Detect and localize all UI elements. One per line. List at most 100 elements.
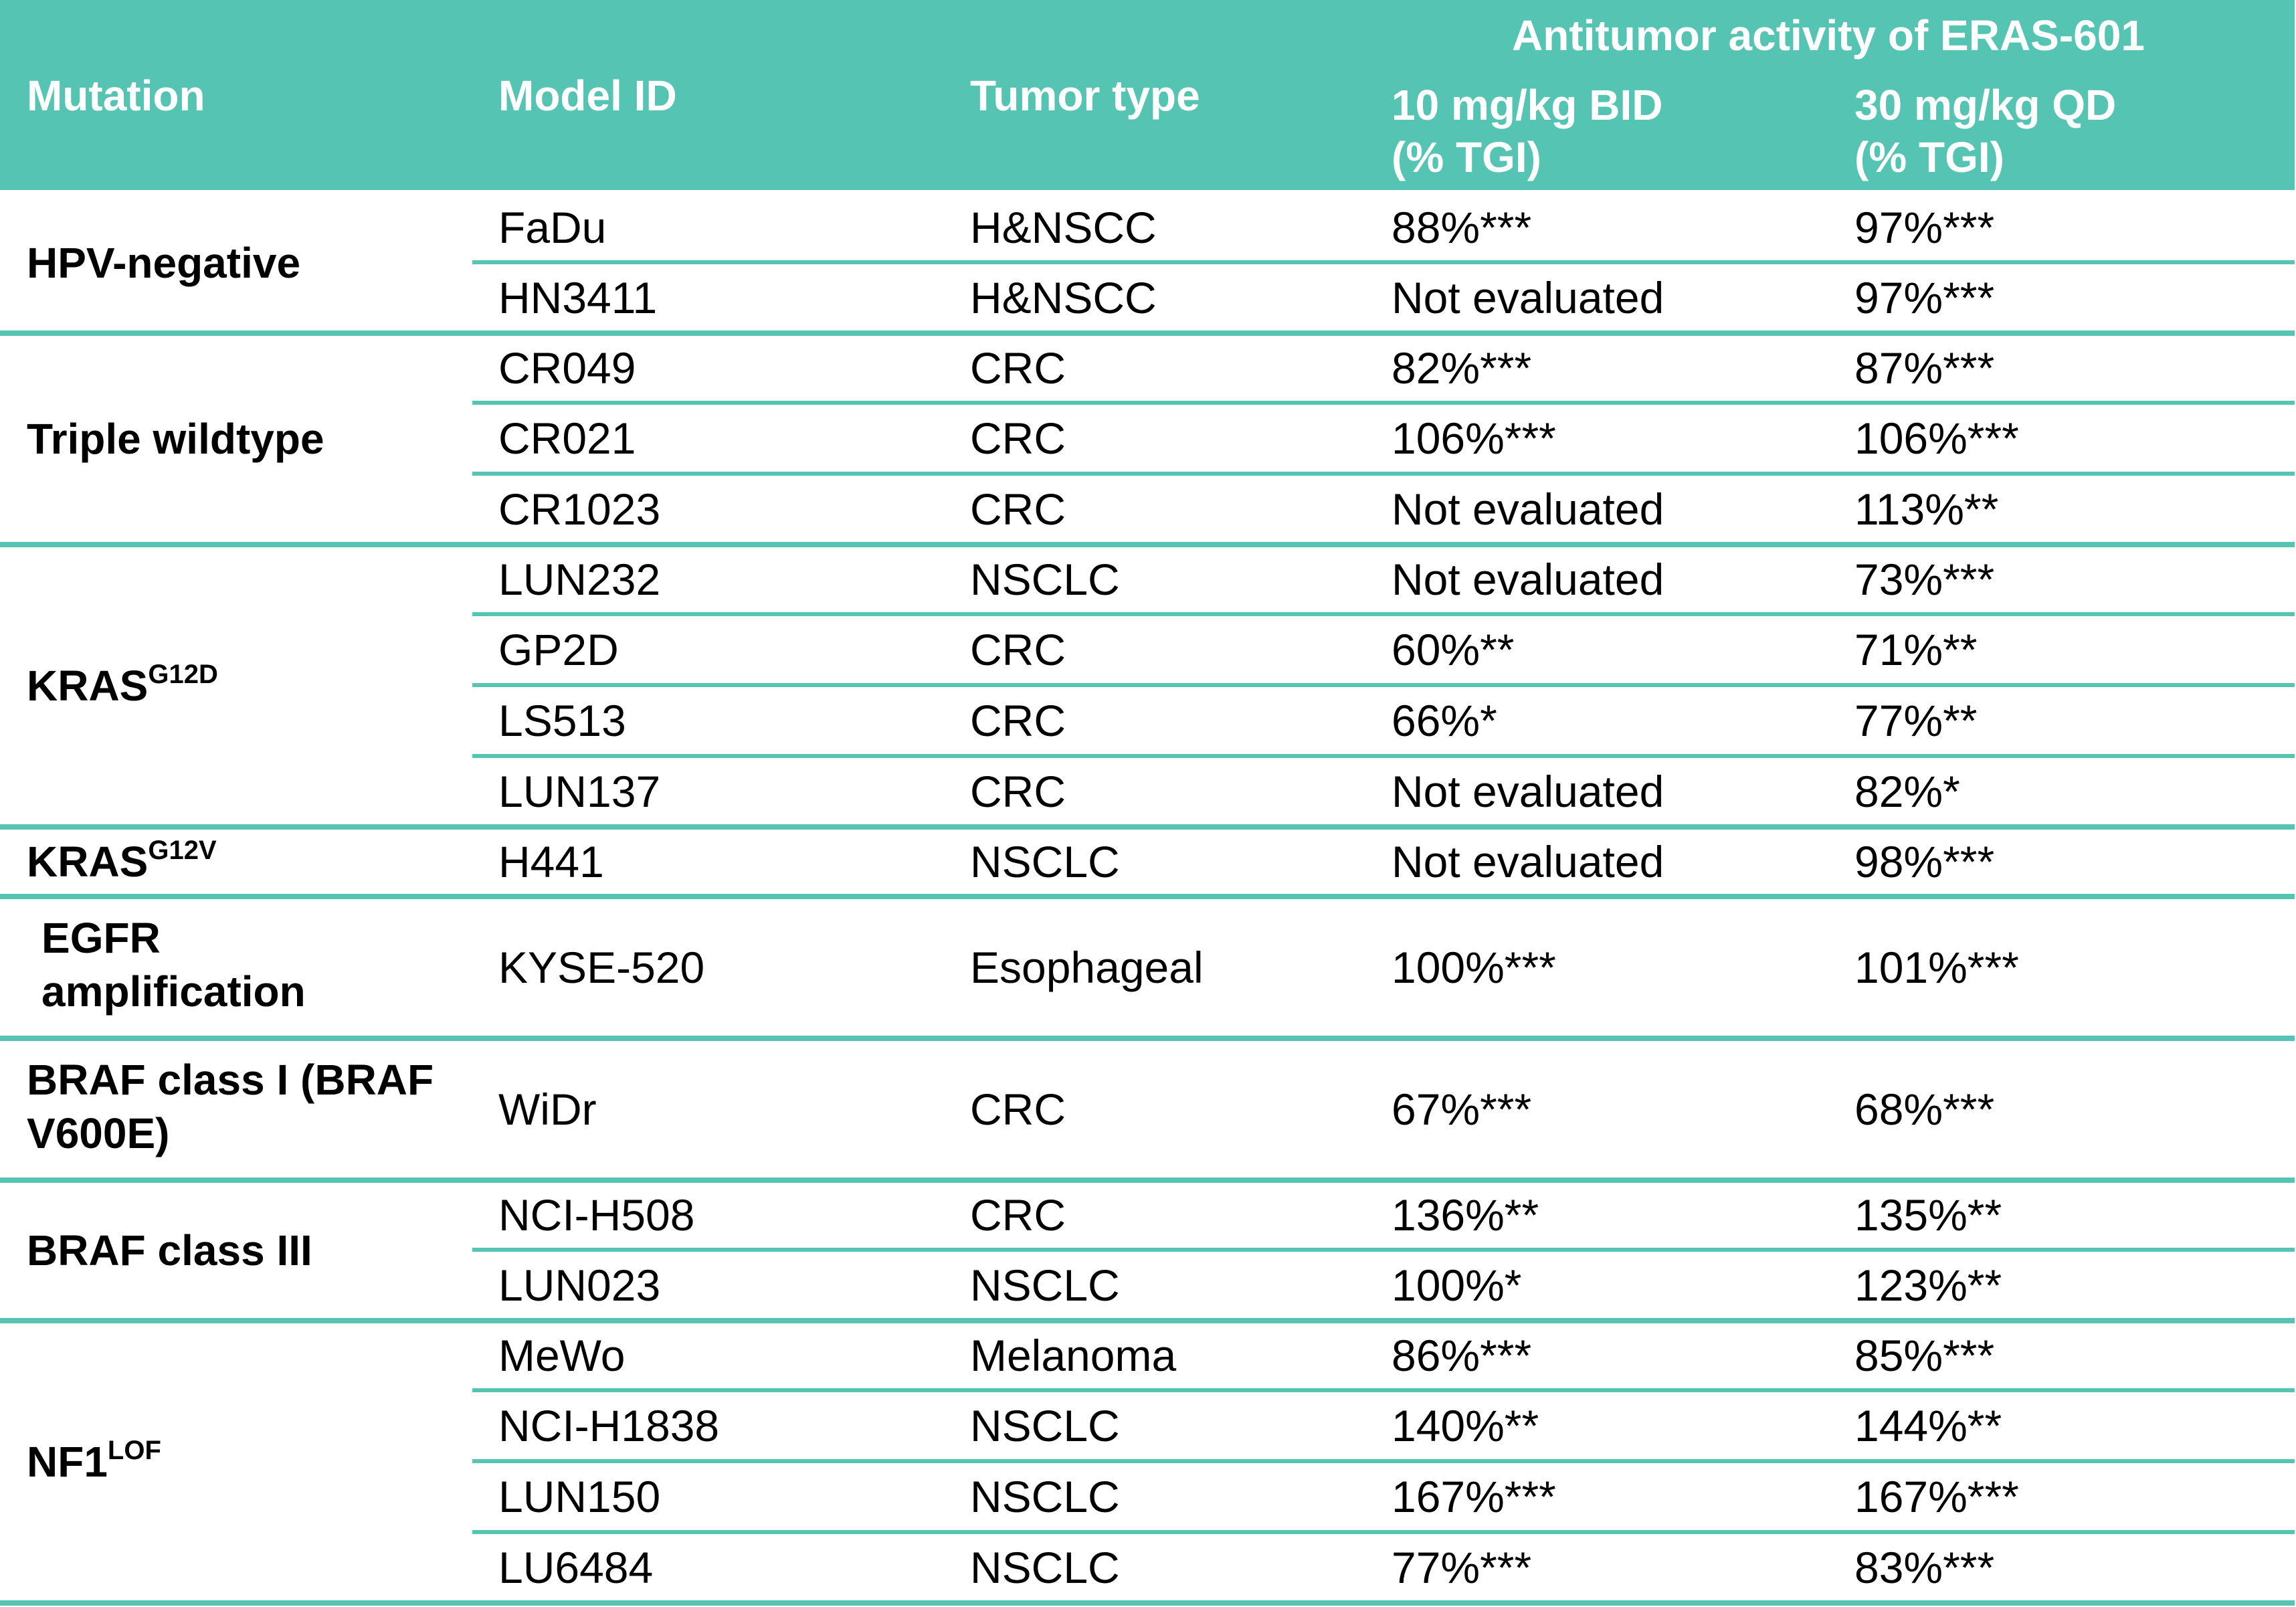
cell-dose10: 136%**	[1392, 1190, 1539, 1240]
cell-model: H441	[498, 837, 604, 886]
mutation-label: KRASG12D	[27, 659, 218, 719]
row-divider	[472, 754, 2295, 758]
group-divider	[0, 330, 2295, 336]
cell-tumor: Melanoma	[970, 1331, 1177, 1380]
cell-dose30: 85%***	[1854, 1331, 1995, 1380]
cell-dose10: Not evaluated	[1392, 837, 1664, 886]
header-dose-30-line2: (% TGI)	[1854, 133, 2004, 181]
cell-tumor: NSCLC	[970, 1472, 1120, 1521]
mutation-label-line1: EGFR	[41, 914, 161, 962]
row-divider	[472, 401, 2295, 405]
cell-dose10: Not evaluated	[1392, 767, 1664, 816]
cell-dose30: 101%***	[1854, 943, 2019, 992]
cell-dose30: 135%**	[1854, 1190, 2002, 1240]
cell-dose10: 86%***	[1392, 1331, 1532, 1380]
cell-tumor: NSCLC	[970, 1543, 1120, 1592]
cell-model: LUN232	[498, 555, 661, 604]
cell-model: HN3411	[498, 273, 658, 322]
cell-tumor: CRC	[970, 1190, 1066, 1240]
cell-dose10: 67%***	[1392, 1084, 1532, 1134]
cell-model: CR1023	[498, 484, 661, 534]
header-model-id: Model ID	[498, 72, 677, 120]
header-antitumor-activity: Antitumor activity of ERAS-601	[1512, 11, 2145, 60]
header-dose-10-line2: (% TGI)	[1392, 133, 1541, 181]
cell-dose10: 167%***	[1392, 1472, 1556, 1521]
header-dose-10-line1: 10 mg/kg BID	[1392, 81, 1663, 129]
mutation-name: HPV-negative	[27, 239, 301, 287]
group-divider	[0, 1177, 2295, 1183]
cell-model: MeWo	[498, 1331, 626, 1380]
cell-tumor: CRC	[970, 625, 1066, 674]
cell-model: LUN023	[498, 1260, 661, 1310]
group-divider	[0, 542, 2295, 547]
mutation-name: NF1	[27, 1438, 108, 1486]
cell-model: GP2D	[498, 625, 619, 674]
cell-tumor: NSCLC	[970, 837, 1120, 886]
row-divider	[472, 1530, 2295, 1534]
mutation-superscript: LOF	[107, 1436, 161, 1465]
cell-dose10: 140%**	[1392, 1401, 1539, 1450]
group-divider	[0, 1036, 2295, 1041]
cell-dose10: 88%***	[1392, 203, 1532, 252]
mutation-label-line2: amplification	[41, 967, 306, 1016]
row-divider	[472, 683, 2295, 687]
cell-dose10: 100%*	[1392, 1260, 1522, 1310]
cell-dose30: 71%**	[1854, 625, 1978, 674]
cell-dose30: 77%**	[1854, 696, 1978, 745]
row-divider	[472, 1248, 2295, 1252]
cell-dose10: Not evaluated	[1392, 273, 1664, 322]
cell-dose30: 97%***	[1854, 273, 1995, 322]
mutation-name: KRAS	[27, 662, 149, 710]
group-divider	[0, 1600, 2295, 1606]
mutation-label: BRAF class III	[27, 1224, 312, 1277]
cell-dose10: 82%***	[1392, 343, 1532, 393]
mutation-name: KRAS	[27, 838, 149, 886]
cell-tumor: NSCLC	[970, 1260, 1120, 1310]
cell-model: KYSE-520	[498, 943, 705, 992]
cell-dose30: 87%***	[1854, 343, 1995, 393]
cell-dose30: 167%***	[1854, 1472, 2019, 1521]
cell-tumor: CRC	[970, 696, 1066, 745]
cell-tumor: H&NSCC	[970, 203, 1157, 252]
header-dose-30-line1: 30 mg/kg QD	[1854, 81, 2117, 129]
cell-dose30: 73%***	[1854, 555, 1995, 604]
header-tumor-type: Tumor type	[970, 72, 1200, 120]
mutation-superscript: G12V	[148, 836, 217, 865]
cell-dose30: 97%***	[1854, 203, 1995, 252]
cell-model: LUN137	[498, 767, 661, 816]
cell-tumor: CRC	[970, 343, 1066, 393]
cell-dose30: 83%***	[1854, 1543, 1995, 1592]
cell-dose30: 68%***	[1854, 1084, 1995, 1134]
row-divider	[472, 612, 2295, 616]
cell-dose30: 82%*	[1854, 767, 1960, 816]
mutation-label: Triple wildtype	[27, 412, 324, 466]
cell-tumor: CRC	[970, 767, 1066, 816]
cell-dose10: 100%***	[1392, 943, 1556, 992]
cell-model: WiDr	[498, 1084, 597, 1134]
table-header: Mutation Model ID Tumor type Antitumor a…	[0, 0, 2295, 190]
row-divider	[472, 260, 2295, 264]
cell-model: FaDu	[498, 203, 607, 252]
cell-model: CR021	[498, 413, 636, 463]
cell-tumor: H&NSCC	[970, 273, 1157, 322]
mutation-name: BRAF class III	[27, 1226, 312, 1274]
group-divider	[0, 1318, 2295, 1323]
cell-dose10: 77%***	[1392, 1543, 1532, 1592]
mutation-label-line1: BRAF class I (BRAF	[27, 1056, 434, 1104]
row-divider	[472, 472, 2295, 476]
row-divider	[472, 1388, 2295, 1392]
cell-dose10: 60%**	[1392, 625, 1515, 674]
mutation-label: HPV-negative	[27, 236, 300, 290]
cell-model: NCI-H508	[498, 1190, 695, 1240]
cell-model: NCI-H1838	[498, 1401, 720, 1450]
cell-dose30: 113%**	[1854, 484, 1999, 534]
mutation-label: KRASG12V	[27, 835, 217, 894]
cell-tumor: CRC	[970, 1084, 1066, 1134]
cell-dose10: 106%***	[1392, 413, 1556, 463]
mutation-name: Triple wildtype	[27, 415, 324, 463]
group-divider	[0, 824, 2295, 830]
cell-dose30: 144%**	[1854, 1401, 2002, 1450]
cell-dose10: 66%*	[1392, 696, 1497, 745]
cell-dose30: 98%***	[1854, 837, 1995, 886]
